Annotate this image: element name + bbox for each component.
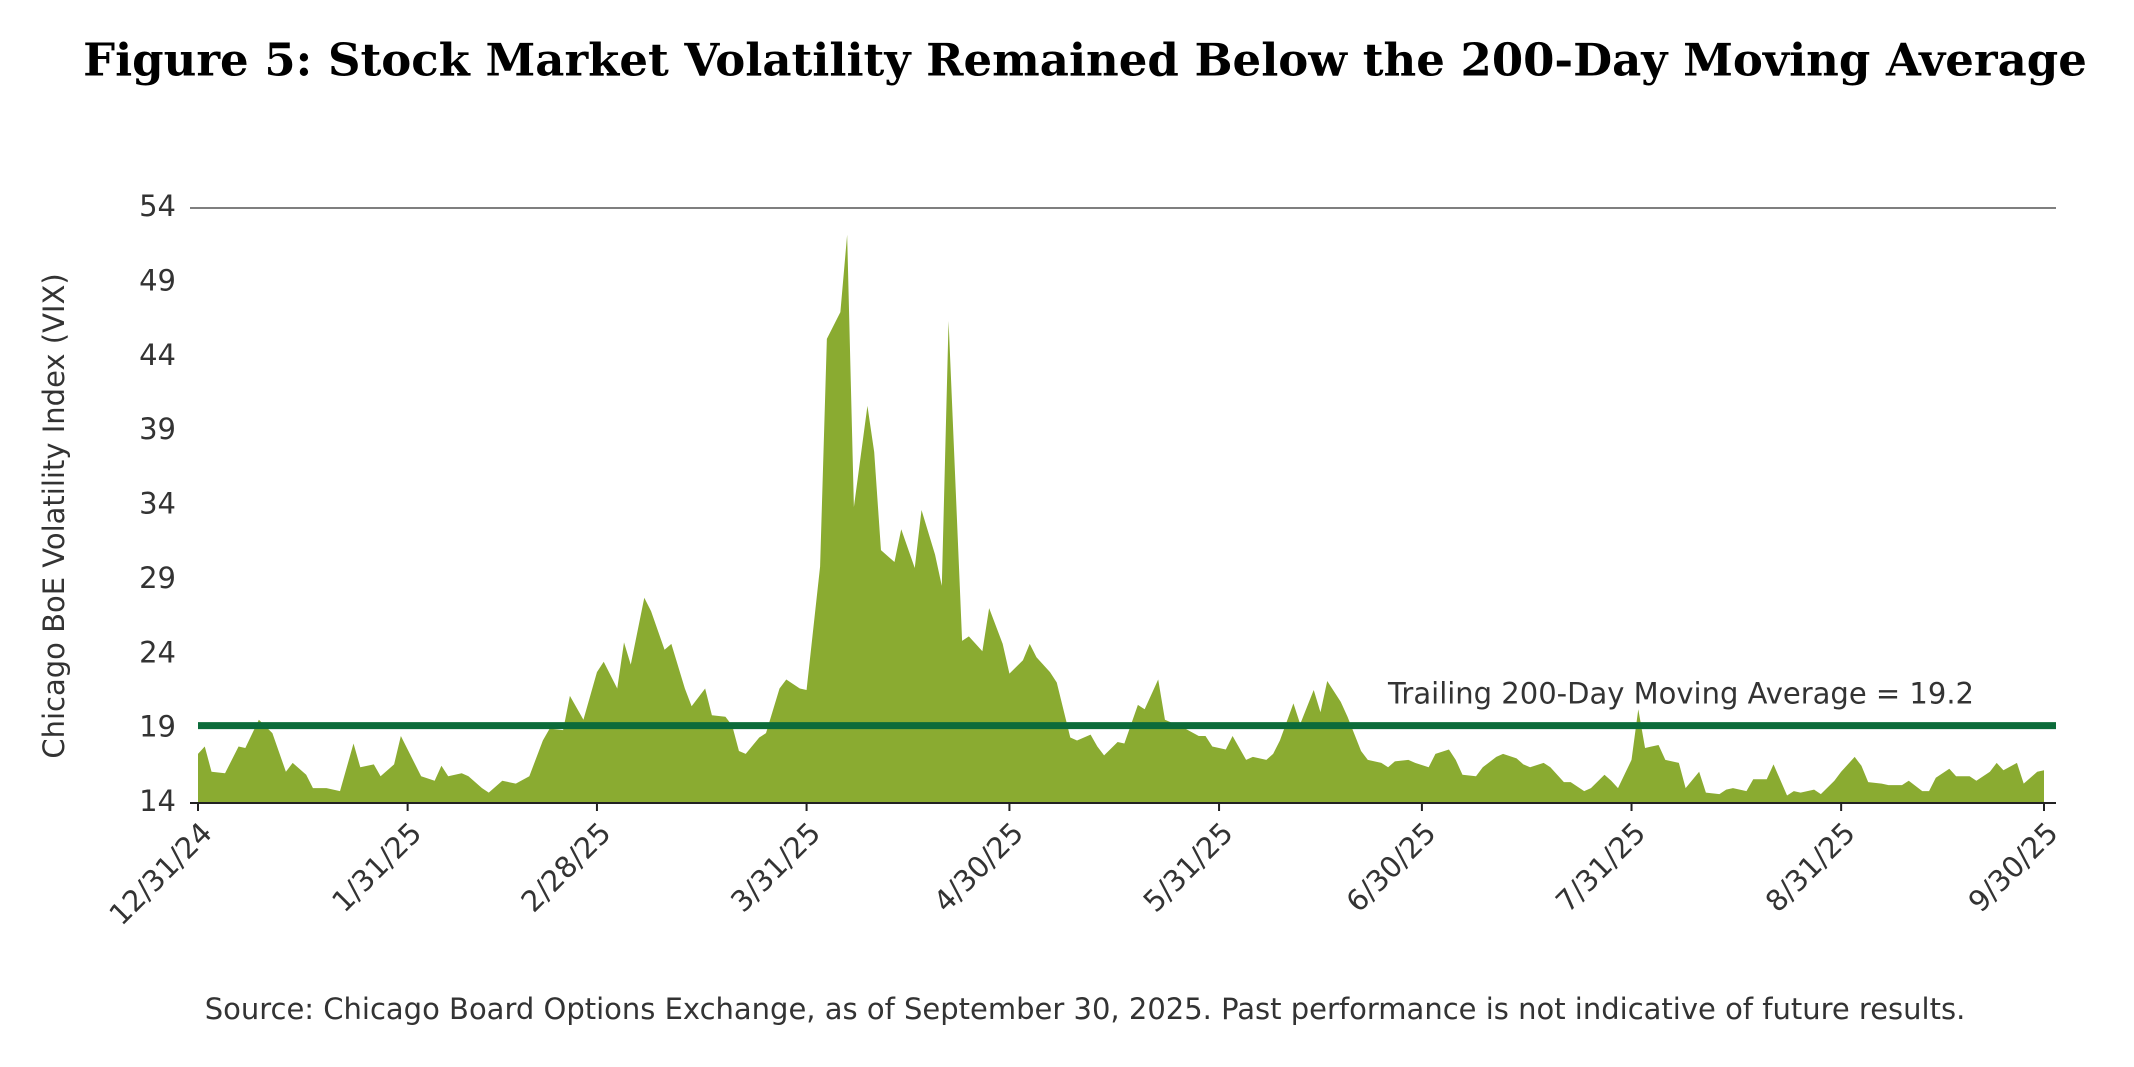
x-tick-label: 2/28/25	[514, 816, 617, 919]
x-tick-label: 9/30/25	[1962, 816, 2065, 919]
moving-average-label: Trailing 200-Day Moving Average = 19.2	[1387, 677, 1974, 711]
area	[198, 234, 2044, 803]
x-tick-label: 1/31/25	[325, 816, 428, 919]
y-axis-title: Chicago BoE Volatility Index (VIX)	[37, 273, 71, 758]
y-tick-label: 19	[139, 710, 176, 744]
y-tick-label: 14	[139, 784, 176, 818]
y-tick-label: 39	[139, 412, 176, 446]
y-tick-label: 54	[139, 189, 176, 223]
chart-title: Figure 5: Stock Market Volatility Remain…	[83, 34, 2087, 87]
source-note: Source: Chicago Board Options Exchange, …	[205, 992, 1966, 1026]
y-tick-label: 24	[139, 635, 176, 669]
y-tick-label: 34	[139, 487, 176, 521]
x-tick-label: 12/31/24	[102, 816, 218, 932]
x-tick-label: 3/31/25	[724, 816, 827, 919]
x-tick-label: 8/31/25	[1759, 816, 1862, 919]
x-tick-label: 5/31/25	[1137, 816, 1240, 919]
y-tick-label: 49	[139, 263, 176, 297]
x-tick-label: 7/31/25	[1549, 816, 1652, 919]
y-tick-label: 44	[139, 338, 176, 372]
x-tick-label: 4/30/25	[927, 816, 1030, 919]
x-tick-label: 6/30/25	[1339, 816, 1442, 919]
y-tick-label: 29	[139, 561, 176, 595]
